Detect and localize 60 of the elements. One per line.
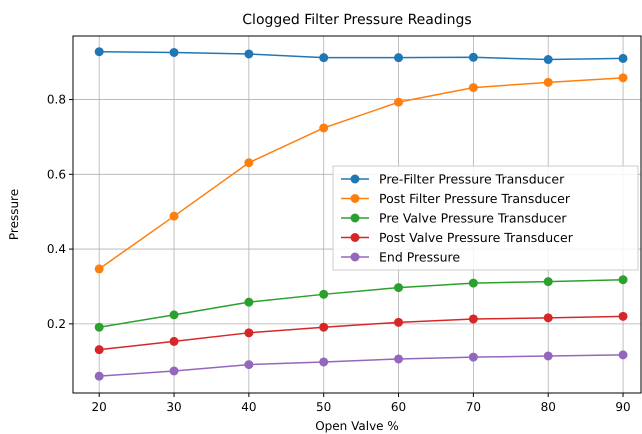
- y-tick-label: 0.4: [46, 242, 66, 256]
- point: [544, 55, 553, 64]
- point: [170, 212, 179, 221]
- point: [544, 277, 553, 286]
- legend-label: End Pressure: [379, 250, 460, 264]
- x-tick-label: 80: [540, 400, 556, 414]
- chart-title: Clogged Filter Pressure Readings: [242, 12, 472, 28]
- point: [94, 47, 104, 56]
- y-tick-label: 0.8: [46, 92, 66, 107]
- point: [244, 360, 254, 370]
- point: [319, 53, 328, 62]
- x-tick-label: 70: [466, 400, 482, 414]
- point: [394, 283, 404, 292]
- point: [244, 328, 254, 338]
- x-tick-label: 20: [92, 400, 107, 414]
- point: [468, 278, 478, 288]
- point: [618, 350, 628, 360]
- x-axis-title: Open Valve %: [315, 419, 399, 433]
- point: [170, 310, 179, 320]
- point: [544, 78, 553, 87]
- legend-label: Pre Valve Pressure Transducer: [379, 210, 568, 226]
- point: [319, 357, 328, 366]
- point: [618, 312, 628, 321]
- point: [94, 345, 104, 354]
- point: [170, 366, 179, 376]
- y-tick-label: 0.2: [46, 316, 66, 331]
- point: [544, 351, 553, 360]
- y-tick-label: 0.6: [46, 167, 66, 182]
- point: [618, 54, 628, 63]
- x-tick-label: 50: [316, 400, 332, 414]
- point: [618, 73, 628, 82]
- point: [170, 336, 179, 346]
- x-tick-label: 90: [615, 400, 631, 414]
- point: [170, 48, 179, 57]
- point: [94, 322, 104, 332]
- point: [544, 313, 553, 322]
- point: [394, 98, 404, 107]
- point: [319, 290, 328, 299]
- point: [394, 318, 404, 327]
- point: [394, 53, 404, 62]
- point: [244, 298, 254, 307]
- x-tick-label: 60: [390, 400, 406, 414]
- point: [244, 49, 254, 58]
- point: [94, 264, 104, 274]
- point: [394, 354, 404, 364]
- point: [468, 352, 478, 362]
- x-tick-label: 40: [241, 400, 257, 414]
- x-tick-label: 30: [166, 400, 182, 414]
- y-axis-title: Pressure: [7, 188, 21, 240]
- legend-label: Post Filter Pressure Transducer: [379, 191, 571, 206]
- point: [468, 314, 478, 324]
- legend-label: Post Valve Pressure Transducer: [379, 230, 574, 245]
- point: [244, 158, 254, 168]
- point: [618, 275, 628, 284]
- point: [468, 83, 478, 92]
- point: [319, 322, 328, 332]
- point: [319, 123, 328, 132]
- point: [94, 372, 104, 381]
- legend-label: Pre-Filter Pressure Transducer: [379, 172, 566, 186]
- point: [468, 52, 478, 62]
